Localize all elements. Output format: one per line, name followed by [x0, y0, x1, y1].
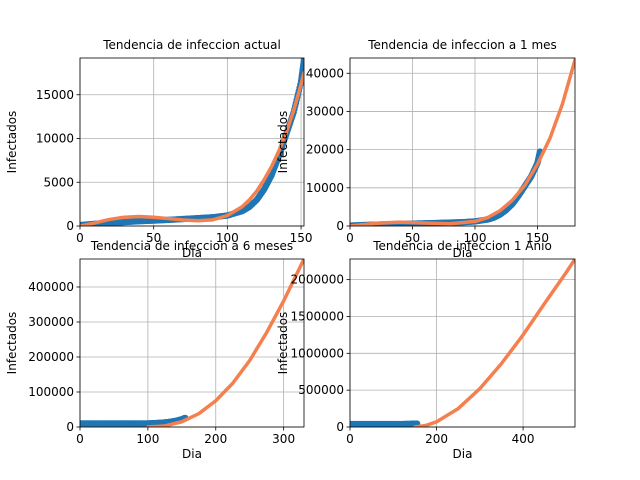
x-axis-label: Dia	[453, 246, 473, 260]
y-axis-label: Infectados	[276, 312, 290, 375]
plot-area	[80, 259, 304, 427]
trend-line	[146, 259, 304, 427]
x-axis-label: Dia	[182, 246, 202, 260]
subplot-4: 0 200 400 0 500000 1000000 1500000 2000000 Dia In…	[276, 239, 576, 461]
y-tick-label: 200000	[28, 350, 74, 364]
axes-frame	[79, 258, 305, 428]
subplot-3: 0 100 200 300 0 100000 200000 300000 400000 Dia In…	[5, 239, 305, 461]
subplot-grid: 0 50 100 150050001000015000DiaInfectadosTen…	[5, 38, 576, 461]
x-tick-label: 200	[204, 432, 227, 446]
x-tick-label: 150	[526, 231, 549, 245]
y-tick-label: 1500000	[291, 309, 344, 323]
trend-line	[80, 71, 304, 226]
x-tick-label: 50	[146, 231, 161, 245]
y-tick-label: 15000	[36, 88, 74, 102]
subplot-2: 0 50 100 150 0 10000 20000 30000 40000 Dia Infecta…	[276, 38, 576, 260]
x-tick-label: 0	[346, 231, 354, 245]
plot-area	[350, 58, 575, 226]
y-tick-label: 30000	[306, 104, 344, 118]
x-tick-label: 300	[272, 432, 295, 446]
scatter-series	[350, 420, 421, 427]
x-tick-label: 0	[76, 231, 84, 245]
y-tick-label: 40000	[306, 66, 344, 80]
axes-frame	[349, 258, 576, 428]
trend-line	[350, 58, 575, 226]
y-tick-label: 300000	[28, 315, 74, 329]
y-tick-label: 10000	[36, 132, 74, 146]
y-tick-label: 2000000	[291, 273, 344, 287]
subplot-title: Tendencia de infeccion actual	[102, 38, 281, 52]
y-tick-label: 20000	[306, 143, 344, 157]
x-tick-label: 150	[290, 231, 313, 245]
y-tick-label: 400000	[28, 280, 74, 294]
axes-frame	[349, 57, 576, 227]
x-axis-label: Dia	[182, 447, 202, 461]
y-tick-label: 5000	[43, 175, 74, 189]
x-axis-label: Dia	[453, 447, 473, 461]
plot-area	[350, 259, 575, 427]
x-tick-label: 200	[425, 432, 448, 446]
subplot-title: Tendencia de infeccion 1 Anio	[372, 239, 552, 253]
y-tick-label: 0	[336, 420, 344, 434]
subplot-1: 0 50 100 150 0 5000 10000 15000 Dia Infectados Ten…	[5, 38, 313, 260]
trend-line	[413, 259, 575, 427]
plot-area	[80, 58, 304, 226]
x-tick-label: 0	[346, 432, 354, 446]
axes-frame	[79, 57, 305, 227]
subplot-title: Tendencia de infeccion a 6 meses	[90, 239, 293, 253]
x-tick-label: 100	[464, 231, 487, 245]
y-tick-label: 0	[336, 219, 344, 233]
y-axis-label: Infectados	[5, 312, 19, 375]
y-axis-label: Infectados	[276, 111, 290, 174]
x-tick-label: 100	[216, 231, 239, 245]
y-tick-label: 0	[66, 420, 74, 434]
x-tick-label: 100	[136, 432, 159, 446]
x-tick-label: 400	[512, 432, 535, 446]
y-axis-label: Infectados	[5, 111, 19, 174]
x-tick-label: 0	[76, 432, 84, 446]
scatter-point	[300, 58, 304, 63]
y-tick-label: 100000	[28, 385, 74, 399]
y-tick-label: 10000	[306, 181, 344, 195]
y-tick-label: 1000000	[291, 346, 344, 360]
y-tick-label: 0	[66, 219, 74, 233]
subplot-title: Tendencia de infeccion a 1 mes	[367, 38, 557, 52]
x-tick-label: 50	[405, 231, 420, 245]
y-tick-label: 500000	[298, 383, 344, 397]
